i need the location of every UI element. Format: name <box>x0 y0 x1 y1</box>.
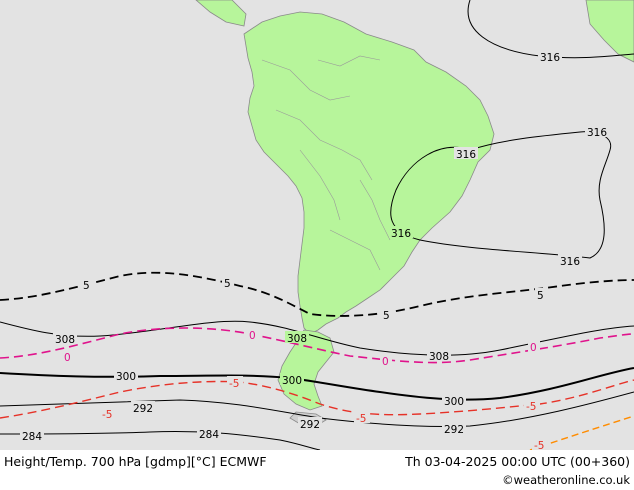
land-central-america <box>195 0 247 27</box>
label-284: 284 <box>22 431 42 443</box>
label-isotherm-0: 0 <box>249 330 256 342</box>
land-africa-corner <box>585 0 634 63</box>
label-isotherm-5: 5 <box>83 280 90 292</box>
label-300: 300 <box>282 375 302 387</box>
label-308: 308 <box>287 333 307 345</box>
label-292: 292 <box>444 424 464 436</box>
label-292: 292 <box>300 419 320 431</box>
label-isotherm-0: 0 <box>382 356 389 368</box>
label-isotherm-minus5: -5 <box>356 413 366 425</box>
label-isotherm-0: 0 <box>530 342 537 354</box>
isotherm-0 <box>0 327 634 364</box>
label-316: 316 <box>456 149 476 161</box>
isotherm-orange <box>529 415 634 450</box>
label-isotherm-minus5: -5 <box>102 409 112 421</box>
label-isotherm-5: 5 <box>537 290 544 302</box>
label-316: 316 <box>560 256 580 268</box>
label-316: 316 <box>587 127 607 139</box>
credit-link[interactable]: ©weatheronline.co.uk <box>502 473 630 487</box>
label-isotherm-5: 5 <box>224 278 231 290</box>
label-isotherm-5: 5 <box>383 310 390 322</box>
forecast-datetime: Th 03-04-2025 00:00 UTC (00+360) <box>405 454 630 469</box>
land-south-america <box>243 11 495 335</box>
label-284: 284 <box>199 429 219 441</box>
contour-labels: 316 316 316 316 316 308 308 308 300 300 … <box>20 50 609 450</box>
country-borders <box>261 55 391 271</box>
label-308: 308 <box>429 351 449 363</box>
isotherm-5 <box>0 271 634 317</box>
label-316: 316 <box>540 52 560 64</box>
label-316: 316 <box>391 228 411 240</box>
label-isotherm-minus5: -5 <box>526 401 536 413</box>
label-isotherm-0: 0 <box>64 352 71 364</box>
label-308: 308 <box>55 334 75 346</box>
map-title: Height/Temp. 700 hPa [gdmp][°C] ECMWF <box>4 454 267 469</box>
label-isotherm-minus5: -5 <box>534 440 544 450</box>
label-300: 300 <box>444 396 464 408</box>
weather-map: 316 316 316 316 316 308 308 308 300 300 … <box>0 0 634 450</box>
label-292: 292 <box>133 403 153 415</box>
label-isotherm-minus5: -5 <box>229 378 239 390</box>
contour-284 <box>0 430 321 450</box>
map-footer: Height/Temp. 700 hPa [gdmp][°C] ECMWF Th… <box>0 450 634 490</box>
label-300: 300 <box>116 371 136 383</box>
contour-316-loop <box>390 131 612 259</box>
